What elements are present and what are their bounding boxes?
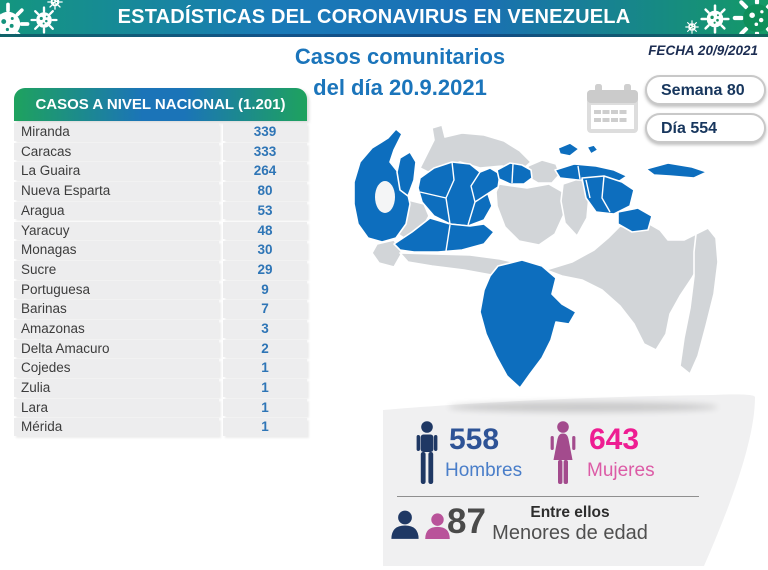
- subtitle: Casos comunitarios del día 20.9.2021: [240, 41, 560, 103]
- map-states-base: [371, 124, 719, 375]
- date-label: FECHA 20/9/2021: [648, 43, 758, 58]
- state-value: 80: [223, 182, 307, 200]
- women-count: 643: [589, 423, 640, 456]
- virus-icon: [685, 20, 699, 34]
- minors-text: Entre ellos Menores de edad: [487, 504, 653, 544]
- map-state-nueva-esparta-2: [586, 144, 599, 155]
- day-badge: Día 554: [645, 113, 766, 143]
- state-value: 1: [223, 359, 307, 377]
- map-state-amazonas: [479, 259, 577, 389]
- state-value: 1: [223, 398, 307, 417]
- state-name: Caracas: [14, 142, 219, 161]
- virus-icon: [700, 4, 730, 34]
- panel-background: [383, 394, 755, 566]
- map-state-paria: [645, 162, 708, 179]
- map-state-aragua-miranda: [496, 162, 533, 185]
- child-bust-icon-pink: [425, 513, 450, 539]
- state-name: Barinas: [14, 300, 219, 318]
- state-value: 30: [223, 241, 307, 259]
- calendar-icon: [587, 84, 638, 133]
- state-value: 48: [223, 221, 307, 240]
- state-name: Miranda: [14, 123, 219, 141]
- state-value: 333: [223, 142, 307, 161]
- map-state-monagas: [581, 175, 635, 215]
- table-row: Aragua 53: [14, 201, 307, 220]
- table-row: Monagas 30: [14, 241, 307, 259]
- subtitle-line2: del día 20.9.2021: [313, 75, 487, 100]
- state-value: 1: [223, 418, 307, 436]
- women-label: Mujeres: [587, 460, 655, 481]
- virus-icon: [30, 6, 58, 34]
- table-row: Barinas 7: [14, 300, 307, 318]
- state-name: Cojedes: [14, 359, 219, 377]
- state-value: 9: [223, 280, 307, 299]
- minors-line1: Entre ellos: [530, 504, 610, 521]
- page-title: ESTADÍSTICAS DEL CORONAVIRUS EN VENEZUEL…: [117, 6, 631, 28]
- minors-count: 87: [447, 502, 486, 541]
- state-name: Sucre: [14, 260, 219, 279]
- map-state-tachira: [371, 239, 403, 268]
- state-value: 7: [223, 300, 307, 318]
- table-row: Yaracuy 48: [14, 221, 307, 240]
- child-bust-icon-navy: [391, 510, 419, 539]
- table-row: La Guaira 264: [14, 162, 307, 181]
- men-count: 558: [449, 423, 500, 456]
- map-state-merida: [396, 151, 417, 197]
- state-value: 29: [223, 260, 307, 279]
- state-value: 2: [223, 339, 307, 358]
- map-state-bolivar: [545, 221, 705, 351]
- map-state-delta-amacuro: [617, 207, 653, 233]
- state-value: 53: [223, 201, 307, 220]
- minors-line2: Menores de edad: [492, 522, 648, 544]
- state-value: 339: [223, 123, 307, 141]
- table-row: Lara 1: [14, 398, 307, 417]
- virus-icon: [732, 0, 768, 37]
- state-name: Monagas: [14, 241, 219, 259]
- table-row: Mérida 1: [14, 418, 307, 436]
- table-row: Miranda 339: [14, 123, 307, 141]
- table-row: Nueva Esparta 80: [14, 182, 307, 200]
- virus-icon: [47, 0, 63, 10]
- table-row: Delta Amacuro 2: [14, 339, 307, 358]
- state-name: Portuguesa: [14, 280, 219, 299]
- woman-icon: [550, 421, 576, 484]
- table-row: Cojedes 1: [14, 359, 307, 377]
- state-name: Aragua: [14, 201, 219, 220]
- table-row: Portuguesa 9: [14, 280, 307, 299]
- table-row: Zulia 1: [14, 379, 307, 397]
- state-name: La Guaira: [14, 162, 219, 181]
- venezuela-map: [350, 112, 762, 404]
- state-name: Zulia: [14, 379, 219, 397]
- state-value: 264: [223, 162, 307, 181]
- map-state-bolivar-east: [679, 227, 719, 375]
- cases-table: CASOS A NIVEL NACIONAL (1.201) Miranda 33…: [14, 88, 307, 436]
- state-value: 1: [223, 379, 307, 397]
- panel-divider: [397, 496, 699, 497]
- table-row: Caracas 333: [14, 142, 307, 161]
- top-banner: ESTADÍSTICAS DEL CORONAVIRUS EN VENEZUEL…: [0, 0, 768, 37]
- state-name: Yaracuy: [14, 221, 219, 240]
- table-row: Sucre 29: [14, 260, 307, 279]
- state-name: Mérida: [14, 418, 219, 436]
- map-state-barinas: [393, 217, 495, 253]
- map-internal-borders: [419, 161, 611, 252]
- state-name: Lara: [14, 398, 219, 417]
- man-icon: [416, 421, 438, 484]
- table-row: Amazonas 3: [14, 319, 307, 338]
- lake-maracaibo: [375, 181, 395, 213]
- state-name: Delta Amacuro: [14, 339, 219, 358]
- week-badge: Semana 80: [645, 75, 766, 105]
- map-state-guarico: [495, 183, 566, 246]
- map-state-nueva-esparta: [557, 142, 580, 157]
- cases-table-header: CASOS A NIVEL NACIONAL (1.201): [14, 88, 307, 121]
- virus-icon: [0, 2, 30, 37]
- state-name: Nueva Esparta: [14, 182, 219, 200]
- demographics-panel: 558 Hombres 643 Mujeres 87 Entre ellos M…: [383, 392, 765, 568]
- map-states-highlighted: [353, 128, 708, 389]
- subtitle-line1: Casos comunitarios: [294, 44, 506, 69]
- state-name: Amazonas: [14, 319, 219, 338]
- men-label: Hombres: [445, 460, 523, 481]
- state-value: 3: [223, 319, 307, 338]
